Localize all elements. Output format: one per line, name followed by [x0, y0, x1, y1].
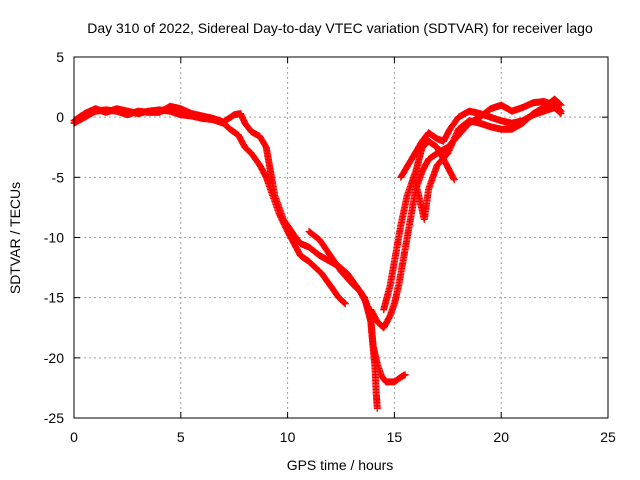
y-tick-label: 5: [56, 49, 64, 65]
y-tick-label: -5: [52, 169, 65, 185]
x-tick-label: 5: [177, 429, 185, 445]
marker-trace: [367, 98, 565, 332]
series-track-A: [70, 102, 409, 386]
axis-ticks: 0 5 10 15 20 25 -25 -20 -15 -10 -5 0 5: [44, 49, 616, 445]
y-tick-label: -15: [44, 290, 64, 306]
x-tick-label: 25: [600, 429, 616, 445]
x-tick-label: 20: [493, 429, 509, 445]
y-tick-label: 0: [56, 109, 64, 125]
marker-trace: [70, 102, 409, 386]
series-track-C: [305, 228, 381, 412]
series-track-G: [412, 95, 565, 223]
marker-trace: [412, 95, 565, 223]
grid: [74, 57, 608, 418]
x-tick-label: 0: [70, 429, 78, 445]
y-tick-label: -20: [44, 350, 64, 366]
marker-trace: [70, 105, 349, 308]
data-points: [70, 95, 565, 412]
y-axis-label: SDTVAR / TECUs: [7, 182, 23, 294]
marker-trace: [380, 137, 458, 314]
chart-title: Day 310 of 2022, Sidereal Day-to-day VTE…: [87, 20, 593, 36]
marker-trace: [305, 228, 381, 412]
series-track-B: [70, 105, 349, 308]
x-tick-label: 10: [280, 429, 296, 445]
y-tick-label: -25: [44, 410, 64, 426]
y-tick-label: -10: [44, 230, 64, 246]
plot-border: [73, 56, 609, 419]
x-tick-label: 15: [387, 429, 403, 445]
x-axis-label: GPS time / hours: [287, 457, 394, 473]
series-track-E: [380, 137, 458, 314]
series-track-D: [367, 98, 565, 332]
